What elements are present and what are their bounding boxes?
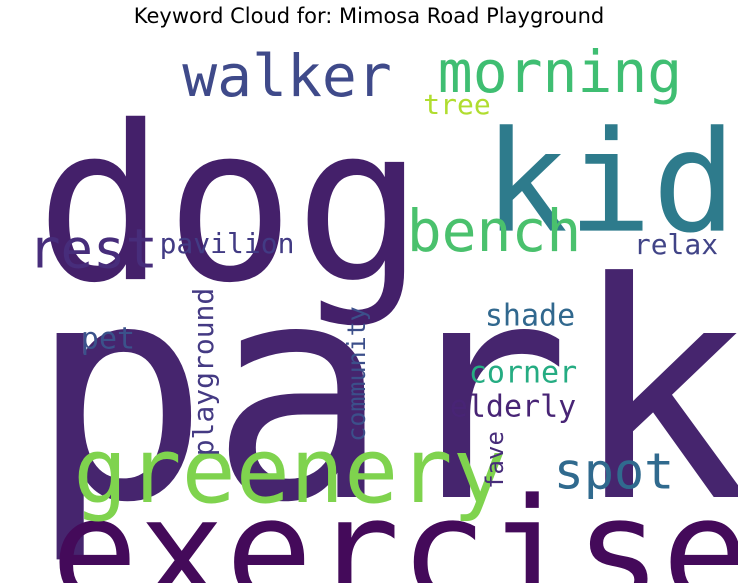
word-rest: rest (28, 218, 158, 281)
word-relax: relax (634, 228, 718, 261)
word-community: community (342, 306, 371, 441)
word-park: park (29, 219, 738, 568)
chart-title: Keyword Cloud for: Mimosa Road Playgroun… (133, 4, 605, 28)
word-shade: shade (485, 299, 575, 334)
word-fave: fave (481, 431, 509, 489)
word-pet: pet (81, 322, 135, 357)
word-elderly: elderly (450, 390, 576, 425)
word-pavilion: pavilion (160, 227, 295, 260)
word-morning: morning (438, 38, 682, 106)
word-bench: bench (407, 197, 582, 265)
word-corner: corner (469, 356, 577, 391)
word-walker: walker (182, 42, 392, 110)
word-exercise: exercise (51, 468, 738, 583)
word-tree: tree (423, 88, 490, 121)
word-dog: dog (36, 79, 424, 330)
word-greenery: greenery (73, 419, 506, 524)
word-kid: kid (484, 102, 737, 265)
word-playground: playground (187, 288, 220, 457)
word-spot: spot (554, 443, 674, 501)
